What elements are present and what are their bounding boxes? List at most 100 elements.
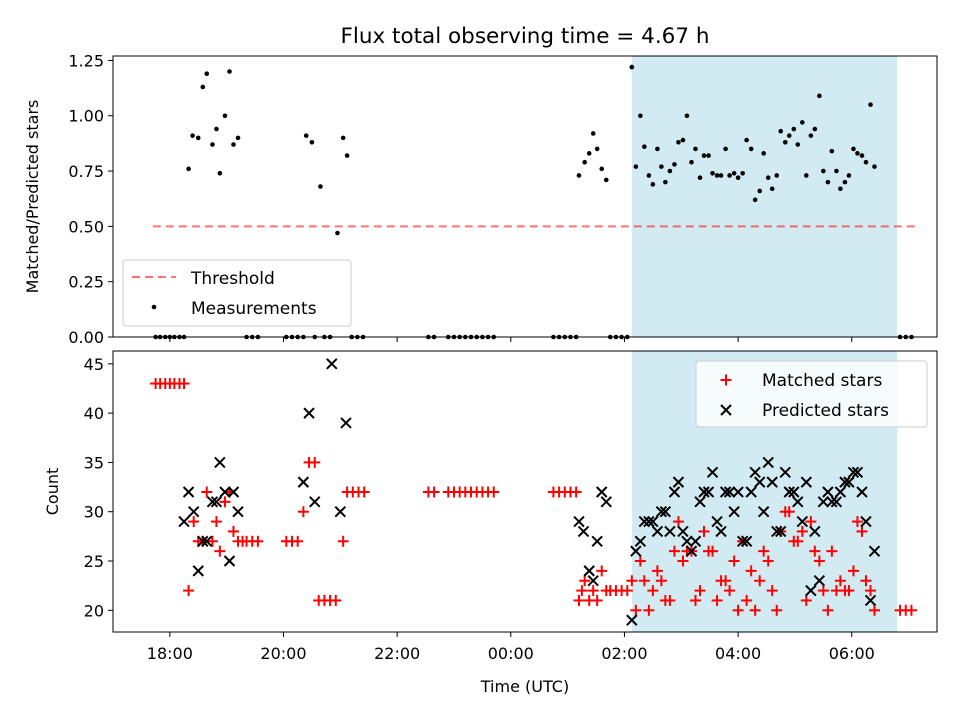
- bottom-marks: [150, 358, 917, 626]
- measurement-point: [204, 71, 210, 77]
- matched-star-point: [634, 555, 646, 567]
- measurement-point: [731, 170, 737, 176]
- matched-star-point: [596, 565, 608, 577]
- predicted-star-point: [771, 525, 783, 538]
- bottom-legend: Matched stars Predicted stars: [695, 360, 928, 428]
- x-tick-label: 06:00: [829, 644, 875, 663]
- measurement-point: [761, 151, 766, 156]
- matched-star-point: [800, 594, 812, 606]
- measurement-point: [821, 168, 826, 174]
- matched-star-point: [330, 594, 342, 606]
- predicted-star-point: [655, 506, 668, 518]
- measurement-point: [782, 139, 788, 145]
- predicted-star-point: [826, 496, 838, 508]
- y-tick-label: 0.50: [68, 217, 104, 236]
- top-shaded-span: [631, 56, 898, 337]
- predicted-star-point: [643, 515, 655, 528]
- predicted-star-point: [783, 486, 795, 498]
- measurement-point: [222, 113, 228, 119]
- measurement-point: [200, 84, 206, 90]
- matched-star-point: [732, 604, 744, 616]
- matched-star-point: [809, 545, 821, 557]
- legend-matched-swatch: [720, 374, 732, 386]
- predicted-star-point: [860, 515, 872, 528]
- predicted-star-point: [834, 486, 847, 498]
- matched-star-point: [337, 535, 349, 547]
- predicted-star-point: [745, 486, 757, 498]
- predicted-star-point: [740, 535, 753, 547]
- matched-star-point: [201, 486, 213, 498]
- predicted-star-point: [864, 594, 877, 607]
- predicted-star-point: [689, 535, 702, 547]
- matched-star-point: [792, 535, 804, 547]
- matched-star-point: [183, 585, 195, 597]
- predicted-star-point: [868, 545, 881, 557]
- matched-star-point: [856, 525, 868, 537]
- measurement-point: [340, 135, 346, 141]
- measurement-point: [868, 102, 873, 107]
- predicted-star-point: [187, 506, 200, 518]
- matched-star-point: [711, 594, 723, 606]
- matched-star-point: [630, 604, 642, 616]
- predicted-star-point: [591, 535, 603, 547]
- measurement-point: [650, 182, 656, 187]
- matched-star-point: [579, 575, 591, 587]
- matched-star-point: [206, 535, 218, 547]
- top-y-axis: 0.00 0.25 0.50 0.75 1.00 1.25: [68, 51, 853, 347]
- predicted-star-point: [232, 506, 244, 518]
- matched-star-point: [762, 555, 774, 567]
- matched-star-point: [766, 585, 778, 597]
- measurement-point: [795, 142, 801, 147]
- measurement-point: [235, 135, 241, 141]
- x-axis-label: Time (UTC): [480, 677, 569, 696]
- predicted-star-point: [214, 456, 226, 469]
- matched-star-point: [292, 535, 304, 547]
- measurement-point: [710, 170, 715, 176]
- matched-star-point: [813, 555, 825, 567]
- predicted-star-point: [573, 515, 585, 528]
- predicted-star-point: [779, 466, 791, 478]
- predicted-star-point: [192, 565, 204, 577]
- predicted-star-point: [206, 496, 219, 508]
- matched-star-point: [638, 575, 650, 587]
- predicted-star-point: [698, 486, 710, 498]
- measurement-point: [582, 159, 587, 165]
- measurement-point: [318, 184, 323, 189]
- predicted-star-point: [736, 535, 749, 547]
- measurement-point: [227, 69, 232, 74]
- measurement-point: [231, 142, 236, 147]
- y-tick-label: 45: [84, 355, 104, 374]
- predicted-star-point: [677, 525, 689, 538]
- predicted-star-point: [638, 515, 651, 528]
- y-tick-label: 30: [84, 503, 104, 522]
- measurement-point: [663, 179, 668, 185]
- matched-star-point: [834, 575, 846, 587]
- matched-star-point: [745, 565, 757, 577]
- predicted-star-point: [182, 486, 195, 498]
- measurement-point: [769, 186, 775, 192]
- measurement-point: [752, 197, 758, 203]
- chart-title: Flux total observing time = 4.67 h: [341, 24, 710, 49]
- predicted-star-point: [197, 535, 209, 547]
- predicted-star-point: [630, 545, 642, 557]
- matched-star-point: [694, 585, 706, 597]
- measurement-point: [689, 159, 694, 165]
- measurement-point: [697, 175, 703, 180]
- measurement-point: [680, 137, 686, 143]
- bottom-y-axis-label: Count: [43, 468, 62, 516]
- predicted-star-point: [792, 496, 804, 508]
- predicted-star-point: [822, 486, 834, 498]
- predicted-star-point: [762, 456, 774, 469]
- y-tick-label: 0.00: [68, 328, 104, 347]
- y-tick-label: 25: [84, 552, 104, 571]
- predicted-star-point: [340, 417, 352, 429]
- top-y-axis-label: Matched/Predicted stars: [23, 100, 42, 294]
- matched-star-point: [664, 594, 676, 606]
- measurement-point: [590, 131, 596, 136]
- x-tick-label: 22:00: [374, 644, 420, 663]
- measurement-point: [701, 153, 707, 158]
- matched-star-point: [698, 525, 710, 537]
- matched-star-point: [576, 585, 588, 597]
- predicted-star-point: [326, 358, 338, 370]
- measurement-point: [629, 64, 635, 70]
